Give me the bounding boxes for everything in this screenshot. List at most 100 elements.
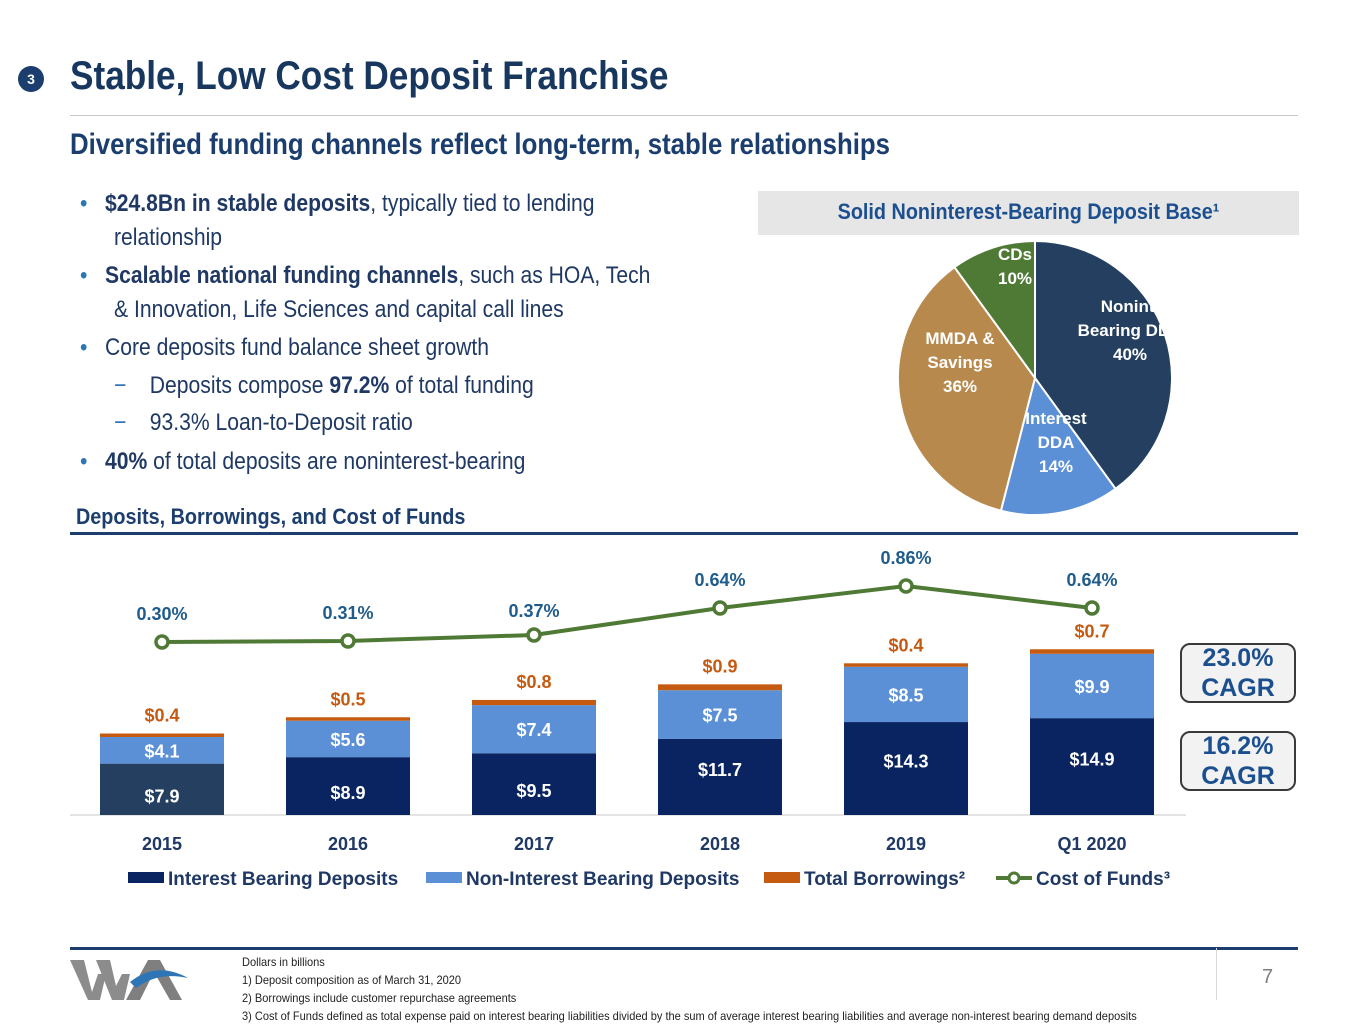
deposit-composition-pie: Nonint. Bearing DDA 40% Interest DDA 14% MMDA … bbox=[897, 239, 1180, 516]
pie-title-bar bbox=[758, 191, 1299, 235]
legend-marker bbox=[1007, 871, 1021, 885]
page-title: Stable, Low Cost Deposit Franchise bbox=[70, 54, 669, 98]
dash-icon: − bbox=[114, 409, 127, 436]
bar-non-interest-bearing bbox=[658, 690, 782, 739]
legend-swatch bbox=[426, 872, 462, 883]
cagr-box-interest: 16.2% CAGR bbox=[1180, 731, 1296, 791]
data-label-borrowings: $0.7 bbox=[1074, 621, 1109, 641]
data-label-interest-bearing: $14.9 bbox=[1069, 750, 1114, 770]
legend-label: Interest Bearing Deposits bbox=[168, 869, 398, 890]
bar-non-interest-bearing bbox=[100, 737, 224, 764]
title-divider bbox=[70, 115, 1298, 116]
x-tick-label: 2018 bbox=[700, 834, 740, 854]
pie-slice bbox=[1034, 239, 1173, 491]
legend-swatch bbox=[128, 872, 164, 883]
bullet-bold: $24.8Bn in stable deposits bbox=[105, 190, 371, 217]
bullet-text: Core deposits fund balance sheet growth bbox=[105, 334, 489, 361]
bar-borrowings bbox=[100, 733, 224, 737]
bar-borrowings bbox=[286, 717, 410, 721]
data-label-non-interest-bearing: $4.1 bbox=[144, 741, 179, 761]
data-label-borrowings: $0.5 bbox=[330, 689, 365, 709]
pie-slice-label: 36% bbox=[943, 377, 977, 396]
pie-slice-label: DDA bbox=[1038, 433, 1075, 452]
pie-slice-label: MMDA & bbox=[925, 329, 994, 348]
bar-interest-bearing bbox=[1030, 718, 1154, 815]
bullet-bold: 97.2% bbox=[329, 372, 390, 399]
cost-of-funds-point bbox=[340, 633, 356, 649]
pie-slice-label: 14% bbox=[1039, 457, 1073, 476]
legend-swatch bbox=[764, 872, 800, 883]
bullet-dot-icon: • bbox=[80, 262, 88, 289]
pie-slice-label: Bearing DDA bbox=[1078, 321, 1180, 340]
legend-label: Total Borrowings² bbox=[804, 869, 965, 890]
chart-heading-rule bbox=[70, 532, 1298, 535]
x-tick-label: Q1 2020 bbox=[1057, 834, 1126, 854]
bar-interest-bearing bbox=[100, 763, 224, 815]
cagr-label: CAGR bbox=[1201, 674, 1275, 702]
bar-borrowings bbox=[658, 684, 782, 691]
bar-borrowings bbox=[844, 663, 968, 667]
cagr-box-total: 23.0% CAGR bbox=[1180, 643, 1296, 703]
bar-interest-bearing bbox=[658, 738, 782, 815]
cost-of-funds-point bbox=[154, 634, 170, 650]
dash-icon: − bbox=[114, 372, 127, 399]
bar-non-interest-bearing bbox=[844, 666, 968, 723]
bullet-core-deposits: • Core deposits fund balance sheet growt… bbox=[80, 334, 489, 362]
sub-bullet-loan-to-deposit: − 93.3% Loan-to-Deposit ratio bbox=[114, 409, 413, 437]
data-label-borrowings: $0.8 bbox=[516, 672, 551, 692]
bullet-text: of total deposits are noninterest-bearin… bbox=[147, 448, 526, 475]
bullet-text: 93.3% Loan-to-Deposit ratio bbox=[149, 409, 413, 436]
bullet-channels: • Scalable national funding channels, su… bbox=[80, 262, 650, 290]
cost-of-funds-label: 0.64% bbox=[1066, 570, 1117, 590]
page-subtitle: Diversified funding channels reflect lon… bbox=[70, 128, 891, 161]
bullet-text: relationship bbox=[114, 224, 223, 251]
bullet-text: Deposits compose bbox=[149, 372, 330, 399]
cost-of-funds-point bbox=[526, 627, 542, 643]
bullet-text: , typically tied to lending bbox=[370, 190, 595, 217]
cost-of-funds-label: 0.64% bbox=[694, 570, 745, 590]
pie-title: Solid Noninterest-Bearing Deposit Base¹ bbox=[837, 199, 1220, 224]
page-number-divider bbox=[1216, 948, 1217, 1000]
footer-rule bbox=[70, 947, 1298, 950]
x-tick-label: 2016 bbox=[328, 834, 368, 854]
data-label-interest-bearing: $14.3 bbox=[883, 752, 928, 772]
bar-borrowings bbox=[472, 699, 596, 706]
data-label-non-interest-bearing: $8.5 bbox=[888, 685, 923, 705]
pie-slice-label: Nonint. bbox=[1101, 297, 1160, 316]
cost-of-funds-point bbox=[712, 600, 728, 616]
data-label-non-interest-bearing: $5.6 bbox=[330, 730, 365, 750]
cost-of-funds-point bbox=[898, 578, 914, 594]
company-logo-icon bbox=[70, 960, 188, 1000]
cost-of-funds-label: 0.31% bbox=[322, 603, 373, 623]
data-label-interest-bearing: $8.9 bbox=[330, 783, 365, 803]
pie-slice-label: CDs bbox=[998, 245, 1032, 264]
data-label-non-interest-bearing: $9.9 bbox=[1074, 677, 1109, 697]
sub-bullet-deposits-compose: − Deposits compose 97.2% of total fundin… bbox=[114, 372, 534, 400]
pie-slice bbox=[897, 265, 1037, 512]
deposits-chart: $7.9 $4.1 $0.4 2015 $8.9 $5.6 $0.5 2016 $9.5 $7.4… bbox=[70, 548, 1186, 890]
pie-slice-label: Interest bbox=[1025, 409, 1087, 428]
data-label-non-interest-bearing: $7.4 bbox=[516, 720, 551, 740]
bar-non-interest-bearing bbox=[1030, 653, 1154, 719]
bullet-dot-icon: • bbox=[80, 448, 88, 475]
x-tick-label: 2017 bbox=[514, 834, 554, 854]
bullet-deposits-cont: relationship bbox=[114, 224, 222, 252]
bar-interest-bearing bbox=[844, 722, 968, 815]
bullet-dot-icon: • bbox=[80, 334, 88, 361]
footnote: 1) Deposit composition as of March 31, 2… bbox=[242, 973, 462, 987]
pie-slice-label: 40% bbox=[1113, 345, 1147, 364]
bullet-text: , such as HOA, Tech bbox=[458, 262, 651, 289]
footnote: 3) Cost of Funds defined as total expens… bbox=[242, 1009, 1137, 1023]
bar-interest-bearing bbox=[286, 757, 410, 815]
bar-borrowings bbox=[1030, 649, 1154, 654]
bullet-bold: Scalable national funding channels bbox=[105, 262, 459, 289]
cagr-value: 16.2% bbox=[1202, 732, 1274, 760]
legend-label: Non-Interest Bearing Deposits bbox=[466, 869, 739, 890]
x-tick-label: 2019 bbox=[886, 834, 926, 854]
footnote: 2) Borrowings include customer repurchas… bbox=[242, 991, 517, 1005]
pie-slice-label: Savings bbox=[927, 353, 992, 372]
bullet-bold: 40% bbox=[105, 448, 148, 475]
cost-of-funds-point bbox=[1084, 600, 1100, 616]
cagr-label: CAGR bbox=[1201, 762, 1275, 790]
cost-of-funds-label: 0.37% bbox=[508, 601, 559, 621]
